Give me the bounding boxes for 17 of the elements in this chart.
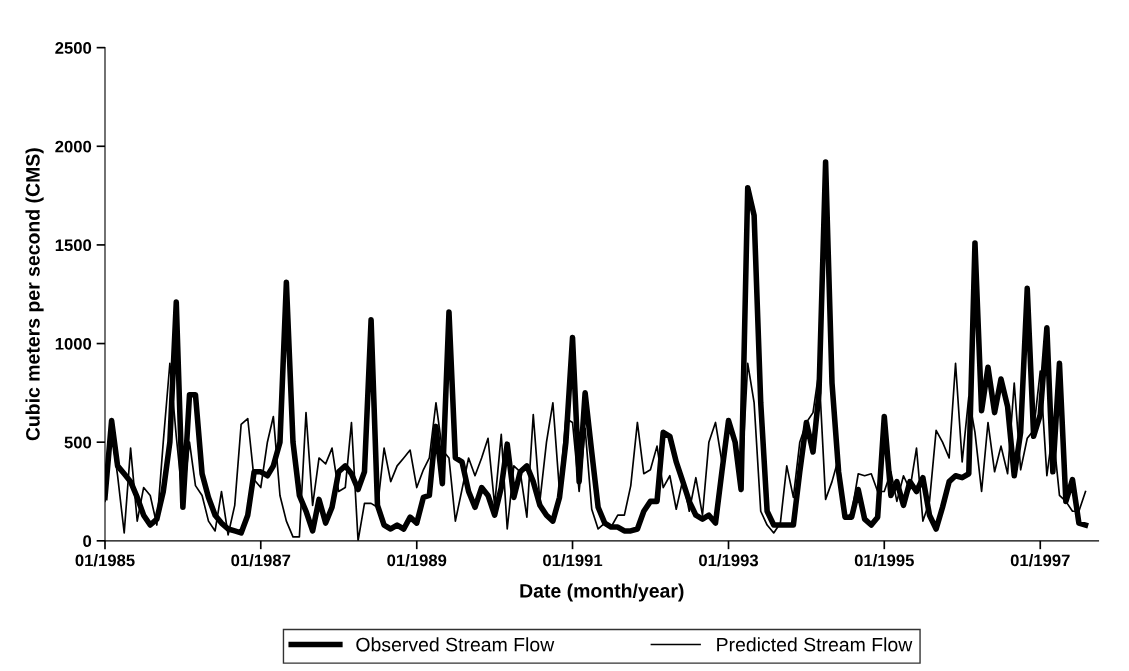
legend-label: Observed Stream Flow [356,637,555,652]
x-tick-label: 01/1991 [543,554,603,567]
y-tick-label: 0 [83,535,92,548]
y-tick-label: 1000 [55,337,92,350]
x-tick-label: 01/1997 [1010,554,1070,567]
y-tick-label: 2000 [55,140,92,153]
y-tick-label: 2500 [55,42,92,54]
x-tick-label: 01/1995 [854,554,914,567]
x-tick-label: 01/1985 [75,554,135,567]
x-tick-label: 01/1989 [387,554,447,567]
y-tick-label: 1500 [55,239,92,252]
x-tick-label: 01/1987 [231,554,291,567]
x-tick-label: 01/1993 [699,554,759,567]
y-axis-title: Cubic meters per second (CMS) [25,148,44,441]
y-tick-label: 500 [64,436,92,449]
legend-label: Predicted Stream Flow [717,637,913,652]
x-axis-title: Date (month/year) [520,583,684,602]
